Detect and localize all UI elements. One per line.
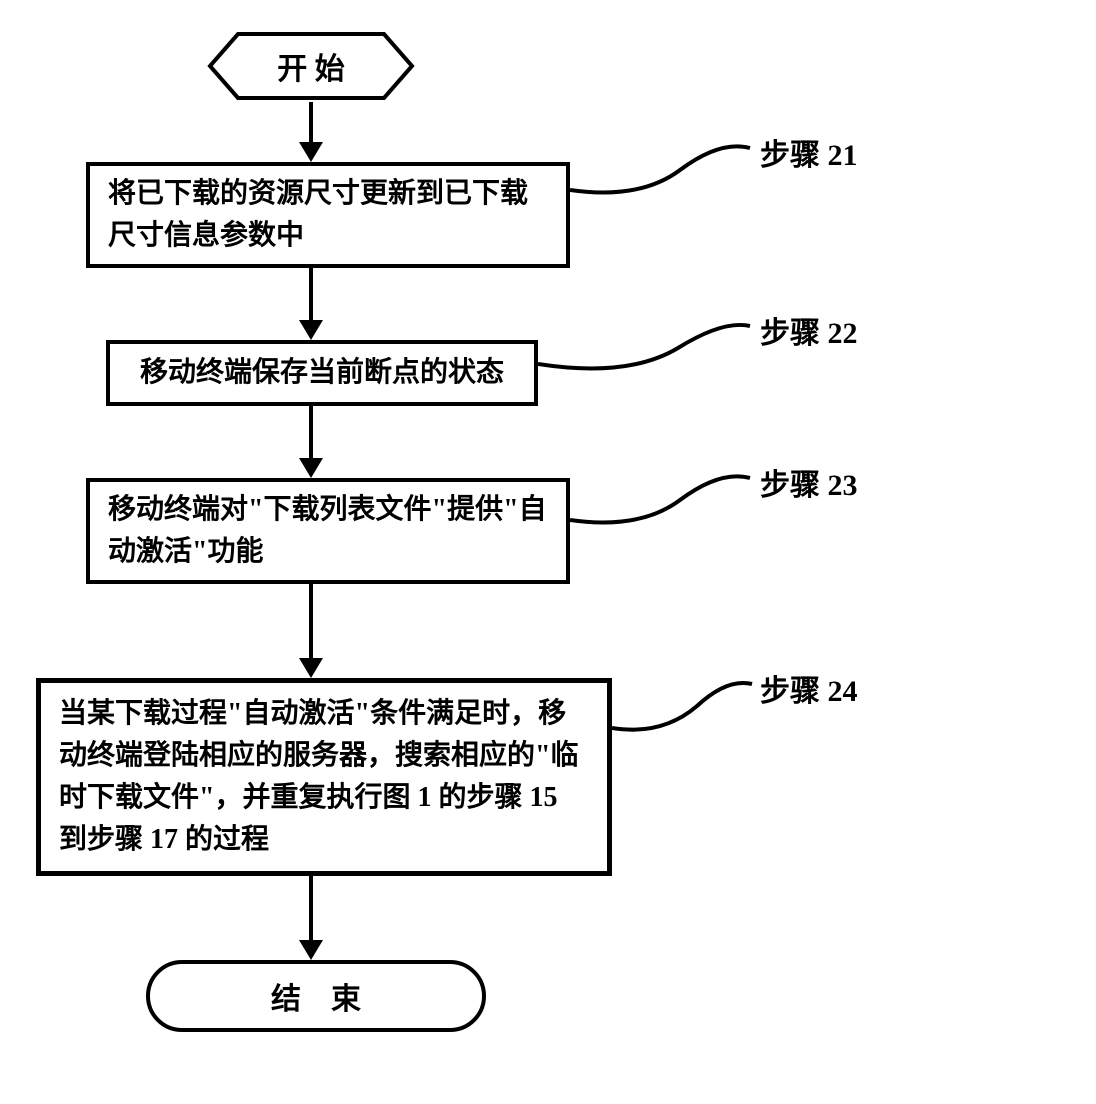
arrow-step4-end [291, 876, 331, 960]
callout-label-4: 步骤 24 [760, 666, 858, 710]
step4-node: 当某下载过程"自动激活"条件满足时，移动终端登陆相应的服务器，搜索相应的"临时下… [36, 678, 612, 876]
callout-label-2: 步骤 22 [760, 308, 858, 352]
start-node: 开 始 [206, 30, 416, 102]
callout-line-4 [612, 666, 760, 746]
callout-label-3: 步骤 23 [760, 460, 858, 504]
flowchart-container: 开 始 将已下载的资源尺寸更新到已下载尺寸信息参数中 移动终端保存当前断点的状态… [30, 30, 1066, 1074]
arrow-start-step1 [291, 102, 331, 162]
step3-node: 移动终端对"下载列表文件"提供"自动激活"功能 [86, 478, 570, 584]
callout-line-3 [570, 460, 760, 540]
arrow-step1-step2 [291, 268, 331, 340]
callout-line-2 [538, 308, 760, 388]
step2-node: 移动终端保存当前断点的状态 [106, 340, 538, 406]
callout-line-1 [570, 130, 760, 210]
end-node: 结束 [146, 960, 486, 1032]
step1-text: 将已下载的资源尺寸更新到已下载尺寸信息参数中 [108, 173, 548, 257]
step1-node: 将已下载的资源尺寸更新到已下载尺寸信息参数中 [86, 162, 570, 268]
step3-text: 移动终端对"下载列表文件"提供"自动激活"功能 [108, 489, 548, 573]
step4-text: 当某下载过程"自动激活"条件满足时，移动终端登陆相应的服务器，搜索相应的"临时下… [59, 693, 589, 861]
step2-text: 移动终端保存当前断点的状态 [140, 352, 504, 394]
arrow-step3-step4 [291, 584, 331, 678]
callout-label-1: 步骤 21 [760, 130, 858, 174]
start-label: 开 始 [277, 44, 345, 88]
end-label: 结束 [271, 974, 391, 1018]
arrow-step2-step3 [291, 406, 331, 478]
